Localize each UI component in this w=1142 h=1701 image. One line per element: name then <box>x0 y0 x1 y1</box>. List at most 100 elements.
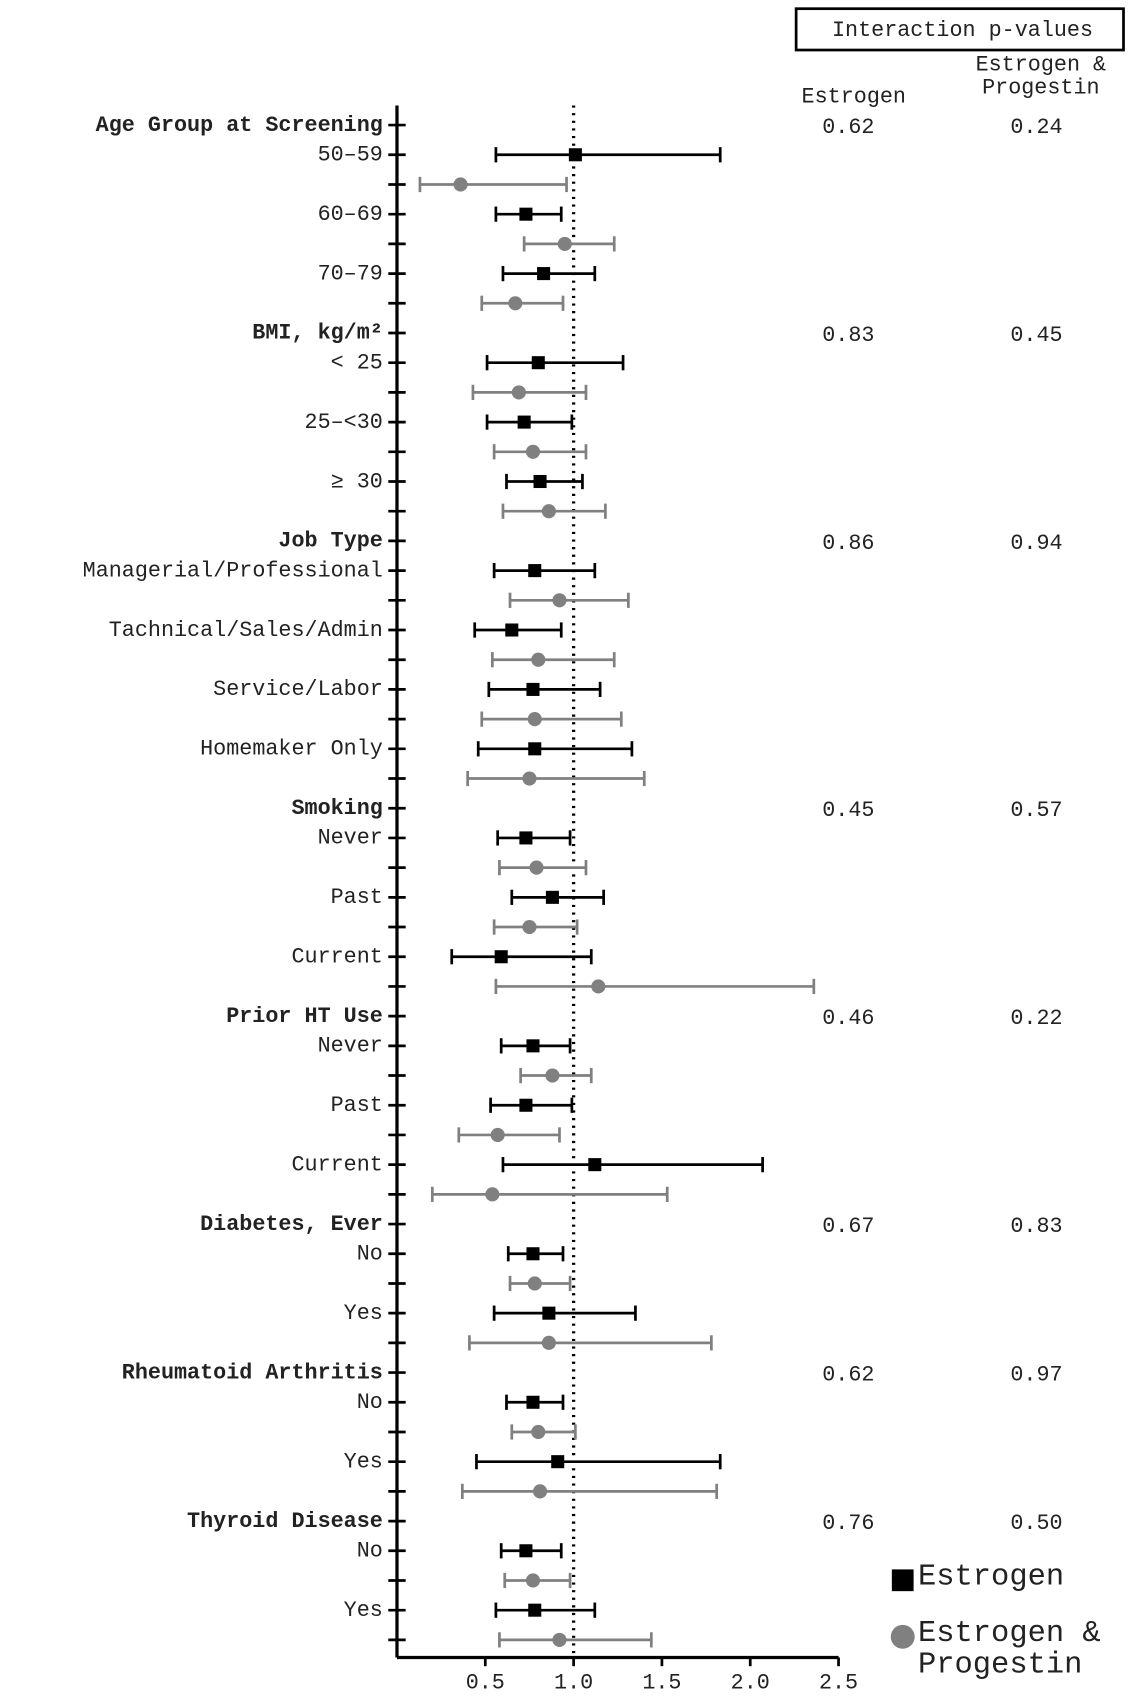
estimate-marker <box>529 861 543 875</box>
subgroup-label: No <box>357 1390 383 1415</box>
estimate-marker <box>542 504 556 518</box>
estimate-marker <box>537 267 550 280</box>
p-value: 0.86 <box>822 531 874 556</box>
group-label: Prior HT Use <box>226 1004 383 1029</box>
estimate-marker <box>512 385 526 399</box>
legend-label-box: Estrogen & Progestin <box>911 1618 1139 1694</box>
estimate-marker <box>569 148 582 161</box>
p-value: 0.83 <box>1010 1214 1062 1239</box>
p-value: 0.45 <box>822 798 874 823</box>
estimate-marker <box>522 920 536 934</box>
estimate-marker <box>558 237 572 251</box>
legend-label: Estrogen <box>911 1562 1135 1594</box>
estimate-marker <box>519 1099 532 1112</box>
estimate-marker <box>552 593 566 607</box>
estimate-marker <box>531 653 545 667</box>
estimate-marker <box>526 1247 539 1260</box>
estimate-marker <box>533 1484 547 1498</box>
estimate-marker <box>551 1455 564 1468</box>
estimate-marker <box>528 564 541 577</box>
p-value: 0.83 <box>822 323 874 348</box>
estimate-marker <box>528 742 541 755</box>
estimate-marker <box>505 623 518 636</box>
p-value: 0.45 <box>1010 323 1062 348</box>
legend-label: Estrogen & Progestin <box>911 1618 1135 1682</box>
p-value: 0.76 <box>822 1511 874 1536</box>
forest-chart: Interaction p-values Estrogen Estrogen &… <box>0 0 1142 1701</box>
estimate-marker <box>519 208 532 221</box>
p-value: 0.94 <box>1010 531 1062 556</box>
x-tick-label: 1.0 <box>554 1670 593 1695</box>
subgroup-label: Past <box>331 1093 383 1118</box>
estimate-marker <box>526 683 539 696</box>
subgroup-label: Yes <box>344 1449 383 1474</box>
group-label: BMI, kg/m² <box>252 321 383 346</box>
p-value: 0.46 <box>822 1006 874 1031</box>
p-value: 0.57 <box>1010 798 1062 823</box>
estimate-marker <box>522 771 536 785</box>
estimate-marker <box>508 296 522 310</box>
estimate-marker <box>528 1604 541 1617</box>
p-value: 0.24 <box>1010 115 1062 140</box>
legend-marker <box>892 1569 914 1591</box>
column-header-box: Estrogen & Progestin <box>954 54 1128 111</box>
subgroup-label: Managerial/Professional <box>83 558 383 583</box>
group-label: Job Type <box>278 529 382 554</box>
subgroup-label: Yes <box>344 1598 383 1623</box>
subgroup-label: Yes <box>344 1301 383 1326</box>
estimate-marker <box>454 177 468 191</box>
subgroup-label: Service/Labor <box>213 677 383 702</box>
subgroup-label: Tachnical/Sales/Admin <box>109 618 383 643</box>
estimate-marker <box>591 979 605 993</box>
subgroup-label: 25–<30 <box>305 410 383 435</box>
estimate-marker <box>519 831 532 844</box>
p-value: 0.62 <box>822 1362 874 1387</box>
x-tick-label: 0.5 <box>466 1670 505 1695</box>
subgroup-label: Homemaker Only <box>200 737 383 762</box>
estimate-marker <box>518 416 531 429</box>
subgroup-label: Past <box>331 885 383 910</box>
column-header: Estrogen <box>802 85 906 110</box>
estimate-marker <box>495 950 508 963</box>
subgroup-label: < 25 <box>331 350 383 375</box>
estimate-marker <box>532 356 545 369</box>
subgroup-label: 60–69 <box>318 202 383 227</box>
group-label: Thyroid Disease <box>187 1509 383 1534</box>
x-tick-label: 1.5 <box>642 1670 681 1695</box>
p-value: 0.97 <box>1010 1362 1062 1387</box>
subgroup-label: Current <box>291 1152 382 1177</box>
group-label: Age Group at Screening <box>96 113 383 138</box>
estimate-marker <box>526 1573 540 1587</box>
estimate-marker <box>519 1544 532 1557</box>
subgroup-label: Never <box>318 1034 383 1059</box>
estimate-marker <box>526 445 540 459</box>
column-header: Estrogen & Progestin <box>954 54 1128 100</box>
group-label: Smoking <box>291 796 382 821</box>
subgroup-label: Never <box>318 826 383 851</box>
estimate-marker <box>485 1187 499 1201</box>
subgroup-label: ≥ 30 <box>331 469 383 494</box>
subgroup-label: 50–59 <box>318 143 383 168</box>
subgroup-label: No <box>357 1539 383 1564</box>
group-label: Diabetes, Ever <box>200 1212 383 1237</box>
estimate-marker <box>552 1633 566 1647</box>
p-value: 0.62 <box>822 115 874 140</box>
subgroup-label: No <box>357 1242 383 1267</box>
estimate-marker <box>531 1425 545 1439</box>
p-value: 0.67 <box>822 1214 874 1239</box>
subgroup-label: 70–79 <box>318 261 383 286</box>
estimate-marker <box>542 1336 556 1350</box>
group-label: Rheumatoid Arthritis <box>122 1360 383 1385</box>
estimate-marker <box>542 1307 555 1320</box>
p-value-title: Interaction p-values <box>832 18 1093 43</box>
p-value: 0.50 <box>1010 1511 1062 1536</box>
estimate-marker <box>526 1039 539 1052</box>
x-tick-label: 2.5 <box>819 1670 858 1695</box>
estimate-marker <box>528 712 542 726</box>
x-tick-label: 2.0 <box>731 1670 770 1695</box>
estimate-marker <box>588 1158 601 1171</box>
estimate-marker <box>491 1128 505 1142</box>
estimate-marker <box>534 475 547 488</box>
estimate-marker <box>546 891 559 904</box>
estimate-marker <box>526 1396 539 1409</box>
